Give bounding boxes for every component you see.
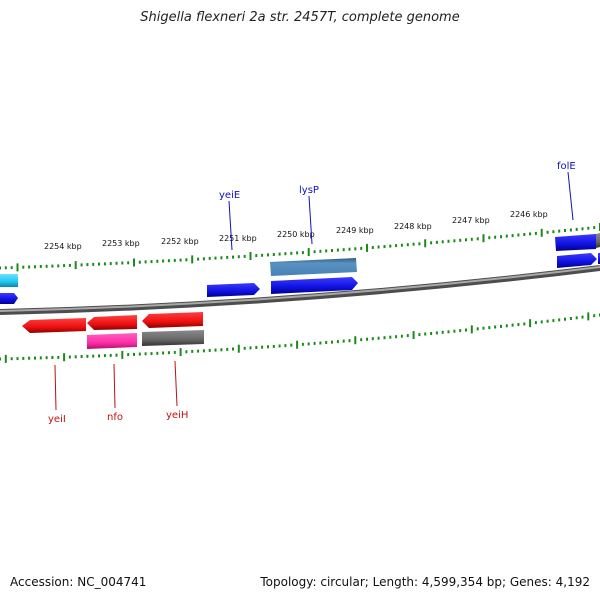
ruler-label: 2251 kbp	[219, 234, 257, 243]
ruler-label: 2254 kbp	[44, 242, 82, 251]
feature-cyan-forward[interactable]	[0, 274, 18, 287]
genome-title: Shigella flexneri 2a str. 2457T, complet…	[140, 10, 460, 25]
topology-label: Topology: circular; Length: 4,599,354 bp…	[260, 575, 590, 589]
leader-line-nfo	[113, 363, 116, 409]
gene-label-nfo[interactable]: nfo	[107, 412, 123, 423]
leader-line-folE	[567, 171, 574, 221]
accession-label: Accession: NC_004741	[10, 575, 147, 589]
gene-yeiH[interactable]	[142, 312, 203, 328]
gene-label-yeiH[interactable]: yeiH	[166, 410, 188, 421]
gene-forward-left-edge[interactable]	[0, 293, 18, 304]
ruler-label: 2252 kbp	[161, 237, 199, 246]
ruler-label: 2246 kbp	[510, 210, 548, 219]
ruler-ticks-top	[0, 223, 600, 272]
ruler-label: 2249 kbp	[336, 226, 374, 235]
gene-yeiE[interactable]	[207, 283, 260, 297]
genome-backbone-highlight	[0, 266, 600, 312]
ruler-label: 2250 kbp	[277, 230, 315, 239]
gene-lysP[interactable]	[271, 277, 358, 294]
gene-nfo[interactable]	[87, 315, 137, 330]
gene-label-folE[interactable]: folE	[557, 161, 576, 172]
feature-yeiH-gray[interactable]	[142, 330, 204, 346]
gene-yeiI[interactable]	[22, 318, 86, 333]
ruler-label: 2253 kbp	[102, 239, 140, 248]
feature-lysP-outer[interactable]	[270, 258, 357, 276]
leader-line-yeiI	[54, 364, 57, 411]
leader-line-yeiH	[174, 360, 178, 407]
feature-nfo-pink[interactable]	[87, 333, 137, 349]
ruler-label: 2248 kbp	[394, 222, 432, 231]
feature-gray-right-edge[interactable]	[596, 233, 600, 248]
ruler-ticks-bottom	[0, 312, 600, 363]
leader-line-yeiE	[228, 200, 233, 251]
leader-line-lysP	[308, 195, 313, 245]
ruler-label: 2247 kbp	[452, 216, 490, 225]
gene-label-lysP[interactable]: lysP	[299, 185, 319, 196]
gene-label-yeiI[interactable]: yeiI	[48, 414, 66, 425]
gene-folE-lower[interactable]	[557, 253, 597, 268]
gene-label-yeiE[interactable]: yeiE	[219, 190, 240, 201]
gene-folE-upper[interactable]	[555, 234, 596, 251]
